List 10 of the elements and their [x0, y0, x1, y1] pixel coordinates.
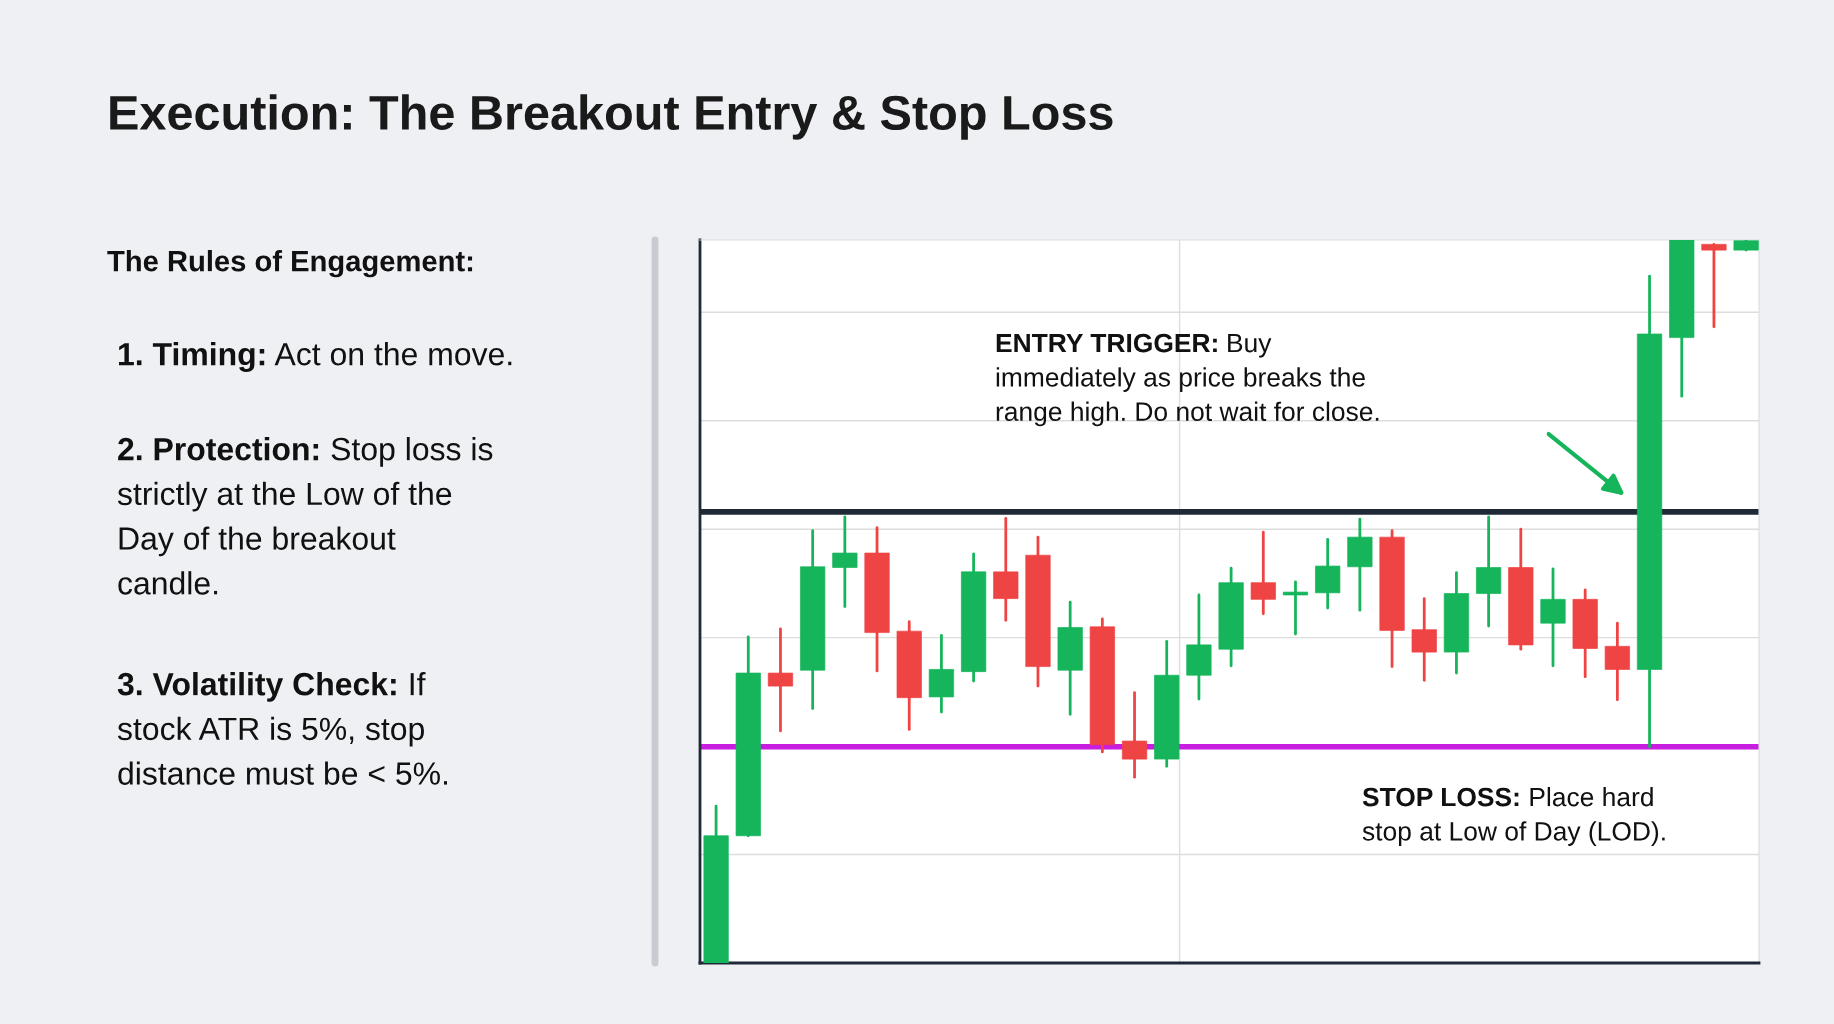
- chart-title: Execution: The Breakout Entry & Stop Loss: [110, 94, 1113, 140]
- candlestick: [767, 627, 794, 733]
- text: 2. Protection: Stop loss is strictly at the Low of the Day of the breakout candle.: [117, 437, 493, 595]
- text: The Rules of Engagement:: [107, 250, 473, 278]
- text: 1. Timing: Act on the move.: [119, 342, 512, 372]
- text: 3. Volatility Check: If stock ATR is 5%, stop distance must be < 5%.: [117, 672, 448, 785]
- annotation: STOP LOSS: Place hard stop at Low of Day (LOD).: [1362, 787, 1665, 846]
- candlestick: [1282, 580, 1309, 636]
- candlestick: [1701, 242, 1727, 329]
- annotation: ENTRY TRIGGER: Buy immediately as price breaks the range high. Do not wait for close.: [996, 333, 1379, 427]
